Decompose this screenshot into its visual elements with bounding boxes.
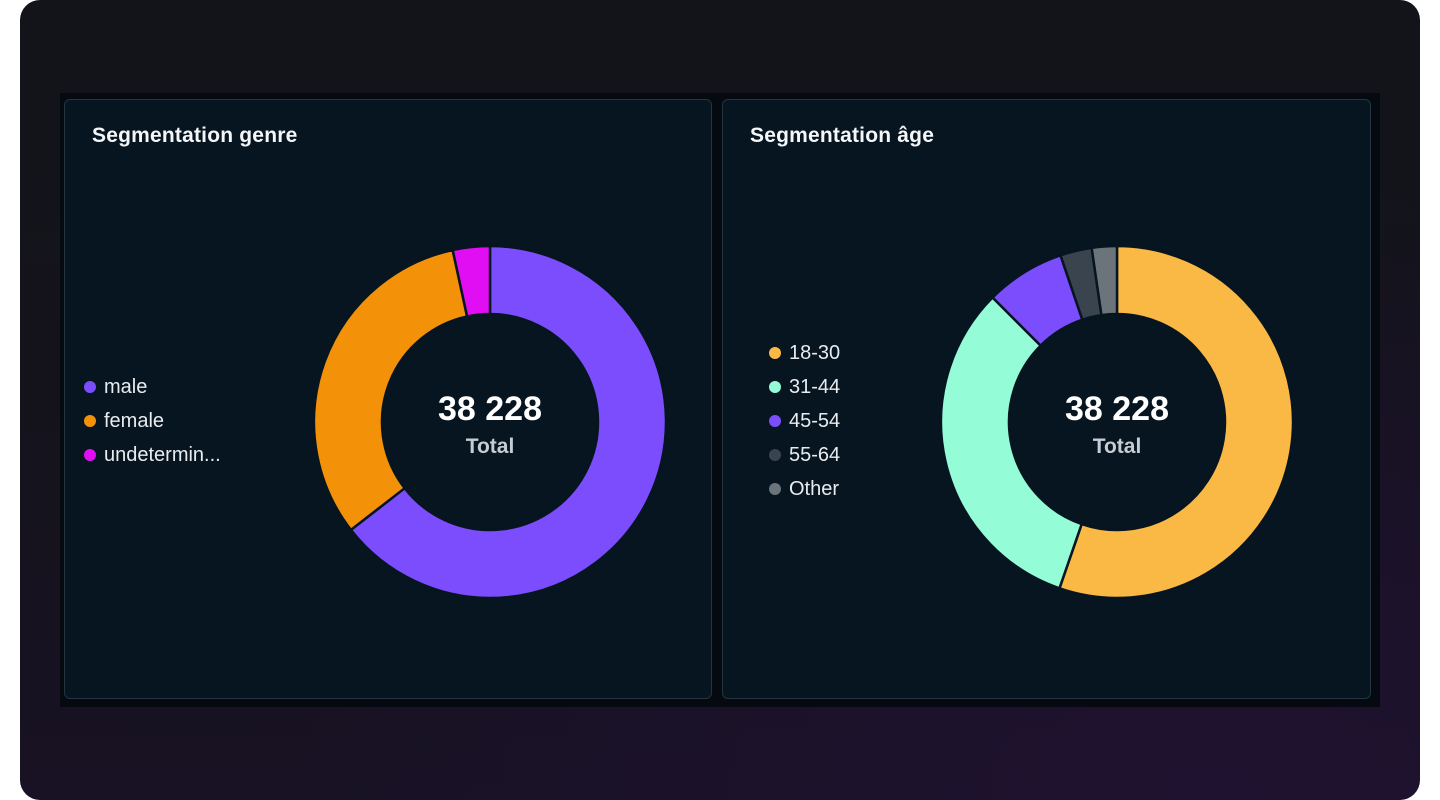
legend-label-55-64: 55-64 <box>789 443 841 466</box>
legend-item-55-64[interactable]: 55-64 <box>769 438 840 472</box>
legend-item-45-54[interactable]: 45-54 <box>769 404 840 438</box>
age-donut-chart: 38 228 Total <box>939 244 1295 600</box>
legend-dot-undetermined <box>84 449 96 461</box>
legend-dot-45-54 <box>769 415 781 427</box>
age-donut-slices <box>939 244 1295 600</box>
legend-dot-male <box>84 381 96 393</box>
gender-segmentation-card: Segmentation genre male female undetermi… <box>64 99 712 699</box>
legend-label-18-30: 18-30 <box>789 341 841 364</box>
legend-item-undetermined[interactable]: undetermin... <box>84 438 221 472</box>
gender-legend: male female undetermin... <box>84 370 221 472</box>
gender-total-label: Total <box>466 435 515 458</box>
legend-label-male: male <box>104 375 148 398</box>
legend-label-45-54: 45-54 <box>789 409 841 432</box>
legend-dot-other <box>769 483 781 495</box>
gender-donut-slices <box>312 244 668 600</box>
age-total-label: Total <box>1093 435 1142 458</box>
legend-label-31-44: 31-44 <box>789 375 841 398</box>
dashboard: Segmentation genre male female undetermi… <box>60 93 1380 707</box>
legend-item-31-44[interactable]: 31-44 <box>769 370 840 404</box>
donut-slice-female[interactable] <box>312 248 469 532</box>
age-total-value: 38 228 <box>1065 390 1169 428</box>
donut-slice-18-30[interactable] <box>1057 244 1295 600</box>
gender-card-title: Segmentation genre <box>92 124 298 147</box>
legend-dot-31-44 <box>769 381 781 393</box>
legend-item-female[interactable]: female <box>84 404 221 438</box>
legend-label-female: female <box>104 409 165 432</box>
donut-slice-31-44[interactable] <box>939 295 1084 590</box>
donut-slice-male[interactable] <box>349 244 668 600</box>
screenshot-frame: Segmentation genre male female undetermi… <box>20 0 1420 800</box>
age-segmentation-card: Segmentation âge 18-30 31-44 45-54 55-64… <box>722 99 1371 699</box>
donut-slice-undetermin[interactable] <box>451 244 492 318</box>
legend-item-other[interactable]: Other <box>769 472 840 506</box>
legend-item-male[interactable]: male <box>84 370 221 404</box>
legend-label-undetermined: undetermin... <box>104 443 221 466</box>
legend-label-other: Other <box>789 477 840 500</box>
legend-dot-female <box>84 415 96 427</box>
age-card-title: Segmentation âge <box>750 124 935 147</box>
legend-dot-18-30 <box>769 347 781 359</box>
age-legend: 18-30 31-44 45-54 55-64 Other <box>769 336 840 506</box>
gender-total-value: 38 228 <box>438 390 542 428</box>
gender-donut-chart: 38 228 Total <box>312 244 668 600</box>
legend-item-18-30[interactable]: 18-30 <box>769 336 840 370</box>
donut-slice-other[interactable] <box>1090 244 1119 317</box>
legend-dot-55-64 <box>769 449 781 461</box>
